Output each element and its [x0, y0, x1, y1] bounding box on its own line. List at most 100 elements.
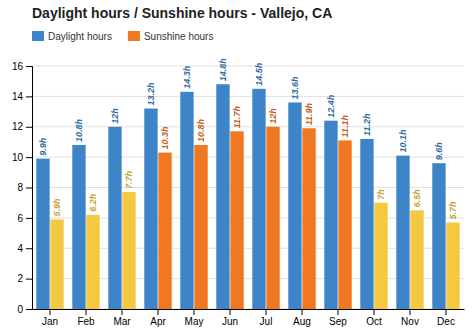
x-tick-label: Oct	[366, 316, 382, 327]
x-tick-mark	[338, 309, 339, 315]
y-tick: 16	[12, 61, 32, 72]
data-label: 10.3h	[160, 126, 170, 150]
y-tick-mark	[26, 96, 32, 97]
y-tick-label: 2	[17, 273, 23, 284]
x-tick-label: Feb	[77, 316, 95, 327]
x-axis: JanFebMarAprMayJunJulAugSepOctNovDec	[33, 309, 465, 327]
bar	[158, 153, 171, 309]
x-tick-label: Dec	[437, 316, 455, 327]
grid-line	[32, 66, 464, 67]
bar	[338, 140, 351, 309]
x-tick-label: May	[185, 316, 204, 327]
y-axis-line	[26, 67, 33, 310]
data-label: 12h	[110, 108, 120, 124]
y-tick-mark	[26, 66, 32, 67]
y-tick-label: 8	[17, 182, 23, 193]
data-label: 10.1h	[398, 129, 408, 153]
bar	[72, 145, 85, 309]
x-tick: Mar	[113, 309, 131, 327]
y-tick: 8	[17, 182, 32, 193]
bar	[86, 215, 99, 309]
x-tick-mark	[266, 309, 267, 315]
x-tick-mark	[194, 309, 195, 315]
x-tick: Feb	[77, 309, 95, 327]
x-tick-label: Jun	[222, 316, 238, 327]
y-tick-mark	[26, 309, 32, 310]
data-label: 6.5h	[412, 189, 422, 208]
y-tick-label: 16	[12, 61, 24, 72]
chart-svg: Daylight hours / Sunshine hours - Vallej…	[0, 0, 474, 331]
y-tick: 6	[17, 213, 32, 224]
x-tick-mark	[302, 309, 303, 315]
x-tick-mark	[86, 309, 87, 315]
data-label: 7h	[376, 189, 386, 200]
x-tick-mark	[410, 309, 411, 315]
data-labels: 9.9h 10.8h 12h 13.2h 14.3h 14.8h 14.5h 13.6h 12.…	[38, 58, 458, 220]
x-tick: May	[185, 309, 204, 327]
data-label: 12.4h	[326, 94, 336, 118]
y-tick-label: 14	[12, 91, 24, 102]
grid-line	[32, 126, 464, 127]
bar	[122, 192, 135, 309]
bar	[288, 102, 301, 309]
bar	[446, 222, 459, 309]
x-tick: Jan	[42, 309, 58, 327]
y-tick-label: 12	[12, 121, 24, 132]
bar	[216, 84, 229, 309]
y-tick-label: 10	[12, 152, 24, 163]
bar	[180, 92, 193, 309]
x-tick-mark	[374, 309, 375, 315]
bar-series	[36, 84, 445, 309]
x-tick-label: Jan	[42, 316, 58, 327]
y-tick: 10	[12, 152, 32, 163]
data-label: 5.9h	[52, 198, 62, 217]
x-tick-mark	[158, 309, 159, 315]
grid-line	[32, 96, 464, 97]
legend-item: Sunshine hours	[128, 31, 214, 42]
x-tick: Nov	[401, 309, 419, 327]
legend: Daylight hours Sunshine hours	[32, 31, 213, 42]
bar	[360, 139, 373, 309]
legend-item: Daylight hours	[32, 31, 112, 42]
plot-area: 0246810121416JanFebMarAprMayJunJulAugSep…	[12, 58, 465, 327]
bar	[252, 89, 265, 309]
data-label: 14.5h	[254, 62, 264, 86]
y-tick-mark	[26, 248, 32, 249]
x-tick-mark	[50, 309, 51, 315]
x-tick: Dec	[437, 309, 455, 327]
x-tick: Sep	[329, 309, 347, 327]
bar	[374, 203, 387, 309]
y-tick-label: 4	[17, 243, 23, 254]
data-label: 6.2h	[88, 193, 98, 212]
bar	[144, 109, 157, 309]
data-label: 10.8h	[74, 118, 84, 142]
grid	[32, 66, 464, 309]
data-label: 7.7h	[124, 171, 134, 190]
bar	[324, 121, 337, 309]
bar	[396, 156, 409, 309]
bar-series	[50, 127, 459, 309]
data-label: 13.2h	[146, 82, 156, 106]
y-axis: 0 2 4 6 8 10 12 14 16	[12, 61, 33, 315]
data-label: 11.1h	[340, 115, 350, 138]
bar	[36, 159, 49, 309]
x-tick: Oct	[366, 309, 382, 327]
bar	[302, 128, 315, 309]
data-label: 14.3h	[182, 65, 192, 89]
x-tick: Aug	[293, 309, 311, 327]
x-tick: Jun	[222, 309, 238, 327]
bar	[432, 163, 445, 309]
data-label: 13.6h	[290, 76, 300, 100]
x-tick-label: Mar	[113, 316, 131, 327]
bar	[266, 127, 279, 309]
x-tick-label: Apr	[150, 316, 166, 327]
y-tick-mark	[26, 279, 32, 280]
data-label: 14.8h	[218, 58, 228, 82]
bar	[108, 127, 121, 309]
x-axis-line	[33, 309, 465, 310]
y-tick-label: 0	[17, 304, 23, 315]
chart-container: Daylight hours / Sunshine hours - Vallej…	[0, 0, 474, 331]
data-label: 9.9h	[38, 137, 48, 156]
data-label: 5.7h	[448, 201, 458, 220]
x-tick: Apr	[150, 309, 166, 327]
